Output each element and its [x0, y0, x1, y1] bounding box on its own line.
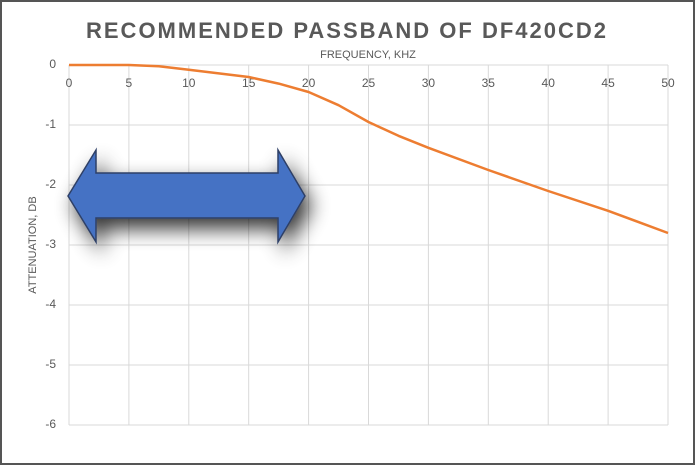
x-tick-label: 45	[601, 76, 615, 90]
x-tick-label: 15	[242, 76, 256, 90]
y-tick-label: 0	[49, 57, 56, 71]
x-tick-label: 50	[661, 76, 675, 90]
x-tick-label: 10	[182, 76, 196, 90]
x-tick-label: 40	[542, 76, 556, 90]
y-axis-label: ATTENUATION, DB	[27, 196, 39, 293]
y-tick-label: -5	[45, 357, 56, 371]
chart-title: RECOMMENDED PASSBAND OF DF420CD2	[86, 18, 608, 43]
y-tick-label: -2	[45, 177, 56, 191]
arrow-annotation	[67, 147, 306, 245]
y-tick-label: -3	[45, 237, 56, 251]
x-axis-label: FREQUENCY, KHZ	[320, 49, 416, 61]
x-tick-label: 35	[482, 76, 496, 90]
x-tick-label: 0	[66, 76, 73, 90]
plot-area: 0 -1 -2 -3 -4 -5 -6 0 5 10 15 20 25 30 35 40 45 50	[45, 57, 675, 431]
y-tick-label: -6	[45, 417, 56, 431]
x-tick-label: 30	[422, 76, 436, 90]
data-line	[69, 63, 669, 235]
y-tick-label: -1	[45, 117, 56, 131]
y-tick-label: -4	[45, 297, 56, 311]
x-tick-label: 25	[362, 76, 376, 90]
x-tick-label: 5	[126, 76, 133, 90]
x-tick-label: 20	[302, 76, 316, 90]
